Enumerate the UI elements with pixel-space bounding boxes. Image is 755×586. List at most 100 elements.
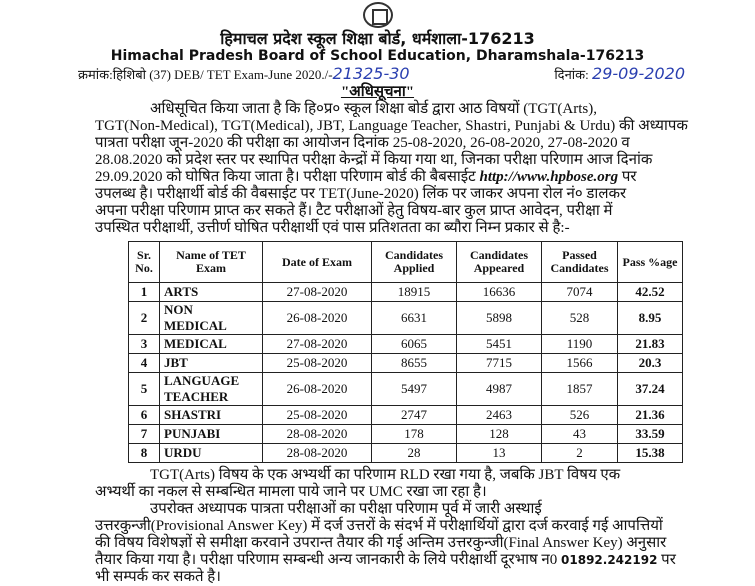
cell-appeared: 128 [456,424,542,444]
table-row: 5 LANGUAGE TEACHER 26-08-2020 5497 4987 1857 3… [128,372,683,406]
board-title-hindi: हिमाचल प्रदेश स्कूल शिक्षा बोर्ड, धर्मशा… [220,29,535,48]
footer-line: उत्तरकुन्जी(Provisional Answer Key) में … [95,518,663,534]
reference-date-row: क्रमांक:हिशिबो (37) DEB/ TET Exam-June 2… [78,65,685,83]
table-row: 4 JBT 25-08-2020 8655 7715 1566 20.3 [128,353,683,373]
cell-pass-percent: 20.3 [617,353,683,373]
reference-line: क्रमांक:हिशिबो (37) DEB/ TET Exam-June 2… [78,65,410,83]
cell-exam-date: 28-08-2020 [262,443,372,463]
cell-sr-no: 7 [128,424,160,444]
intro-line: उपस्थित परीक्षार्थी, उत्तीर्ण घोषित परीक… [95,220,570,236]
cell-sr-no: 5 [128,372,160,406]
cell-exam-date: 28-08-2020 [262,424,372,444]
footer-line: की विषय विशेषज्ञों से समीक्षा करवाने उपर… [95,535,667,551]
table-row: 3 MEDICAL 27-08-2020 6065 5451 1190 21.83 [128,334,683,354]
cell-pass-percent: 21.83 [617,334,683,354]
cell-pass-percent: 8.95 [617,301,683,335]
footer-line: भी सम्पर्क कर सकते है। [95,569,221,585]
reference-number-handwritten: 21325-30 [332,64,410,83]
header-appeared: Candidates Appeared [456,241,542,283]
cell-exam-name: LANGUAGE TEACHER [159,372,263,406]
intro-paragraph: अधिसूचित किया जाता है कि हि०प्र० स्कूल श… [95,101,693,237]
cell-sr-no: 3 [128,334,160,354]
cell-passed: 1566 [541,353,618,373]
cell-exam-name: ARTS [159,282,263,302]
cell-passed: 2 [541,443,618,463]
cell-sr-no: 1 [128,282,160,302]
cell-applied: 178 [371,424,457,444]
date-line: दिनांक: 29-09-2020 [554,65,685,83]
intro-line: अपना परीक्षा परिणाम प्राप्त कर सकते हैं।… [95,203,613,219]
cell-appeared: 16636 [456,282,542,302]
cell-applied: 18915 [371,282,457,302]
intro-line: उपलब्ध है। परीक्षार्थी बोर्ड की वैबसाईट … [95,186,627,202]
cell-exam-name: SHASTRI [159,405,263,425]
cell-exam-date: 25-08-2020 [262,353,372,373]
footer-paragraph: TGT(Arts) विषय के एक अभ्यर्थी का परिणाम … [95,467,693,586]
cell-appeared: 4987 [456,372,542,406]
board-title-english: Himachal Pradesh Board of School Educati… [110,48,645,64]
header-sr-no: Sr. No. [128,241,160,283]
cell-appeared: 5898 [456,301,542,335]
intro-line: अधिसूचित किया जाता है कि हि०प्र० स्कूल श… [150,101,597,117]
cell-applied: 8655 [371,353,457,373]
cell-passed: 526 [541,405,618,425]
cell-applied: 5497 [371,372,457,406]
cell-appeared: 7715 [456,353,542,373]
table-row: 2 NON MEDICAL 26-08-2020 6631 5898 528 8.95 [128,301,683,335]
intro-line: TGT(Non-Medical), TGT(Medical), JBT, Lan… [95,118,688,134]
phone-number: 01892.242192 [561,553,658,567]
cell-applied: 28 [371,443,457,463]
header-exam-name: Name of TET Exam [159,241,263,283]
date-label: दिनांक: [554,67,589,82]
cell-appeared: 2463 [456,405,542,425]
cell-passed: 1190 [541,334,618,354]
table-row: 6 SHASTRI 25-08-2020 2747 2463 526 21.36 [128,405,683,425]
header-date: Date of Exam [262,241,372,283]
intro-line: 29.09.2020 को घोषित किया जाता है। परीक्ष… [95,169,693,186]
cell-exam-date: 25-08-2020 [262,405,372,425]
board-seal-logo [362,2,393,28]
table-row: 7 PUNJABI 28-08-2020 178 128 43 33.59 [128,424,683,444]
table-header-row: Sr. No. Name of TET Exam Date of Exam Ca… [128,241,683,283]
cell-applied: 6065 [371,334,457,354]
cell-pass-percent: 21.36 [617,405,683,425]
cell-passed: 528 [541,301,618,335]
intro-text: 29.09.2020 को घोषित किया जाता है। परीक्ष… [95,169,476,185]
cell-applied: 6631 [371,301,457,335]
cell-pass-percent: 33.59 [617,424,683,444]
cell-pass-percent: 37.24 [617,372,683,406]
results-table: Sr. No. Name of TET Exam Date of Exam Ca… [128,241,683,463]
header-passed: Passed Candidates [541,241,618,283]
notice-heading: "अधिसूचना" [340,84,415,100]
footer-line: उपरोक्त अध्यापक पात्रता परीक्षाओं का परी… [150,501,542,517]
cell-exam-date: 26-08-2020 [262,372,372,406]
cell-exam-date: 26-08-2020 [262,301,372,335]
intro-line: 28.08.2020 को प्रदेश स्तर पर स्थापित परी… [95,152,653,168]
cell-exam-name: JBT [159,353,263,373]
cell-sr-no: 4 [128,353,160,373]
cell-sr-no: 6 [128,405,160,425]
reference-label: क्रमांक:हिशिबो (37) DEB/ TET Exam-June 2… [78,67,333,82]
date-handwritten: 29-09-2020 [592,64,685,83]
cell-exam-date: 27-08-2020 [262,334,372,354]
cell-pass-percent: 15.38 [617,443,683,463]
cell-exam-name: MEDICAL [159,334,263,354]
header-pass-percent: Pass %age [617,241,683,283]
intro-line: पात्रता परीक्षा जून-2020 की परीक्षा का आ… [95,135,630,151]
table-row: 8 URDU 28-08-2020 28 13 2 15.38 [128,443,683,463]
footer-text: तैयार किया गया है। परीक्षा परिणाम सम्बन्… [95,552,558,568]
cell-appeared: 5451 [456,334,542,354]
header-applied: Candidates Applied [371,241,457,283]
intro-text: पर [621,169,637,185]
footer-line: TGT(Arts) विषय के एक अभ्यर्थी का परिणाम … [150,467,621,483]
cell-exam-name: URDU [159,443,263,463]
cell-passed: 7074 [541,282,618,302]
cell-pass-percent: 42.52 [617,282,683,302]
cell-passed: 43 [541,424,618,444]
website-link[interactable]: http://www.hpbose.org [479,169,619,185]
cell-appeared: 13 [456,443,542,463]
cell-exam-name: PUNJABI [159,424,263,444]
cell-applied: 2747 [371,405,457,425]
cell-exam-name: NON MEDICAL [159,301,263,335]
